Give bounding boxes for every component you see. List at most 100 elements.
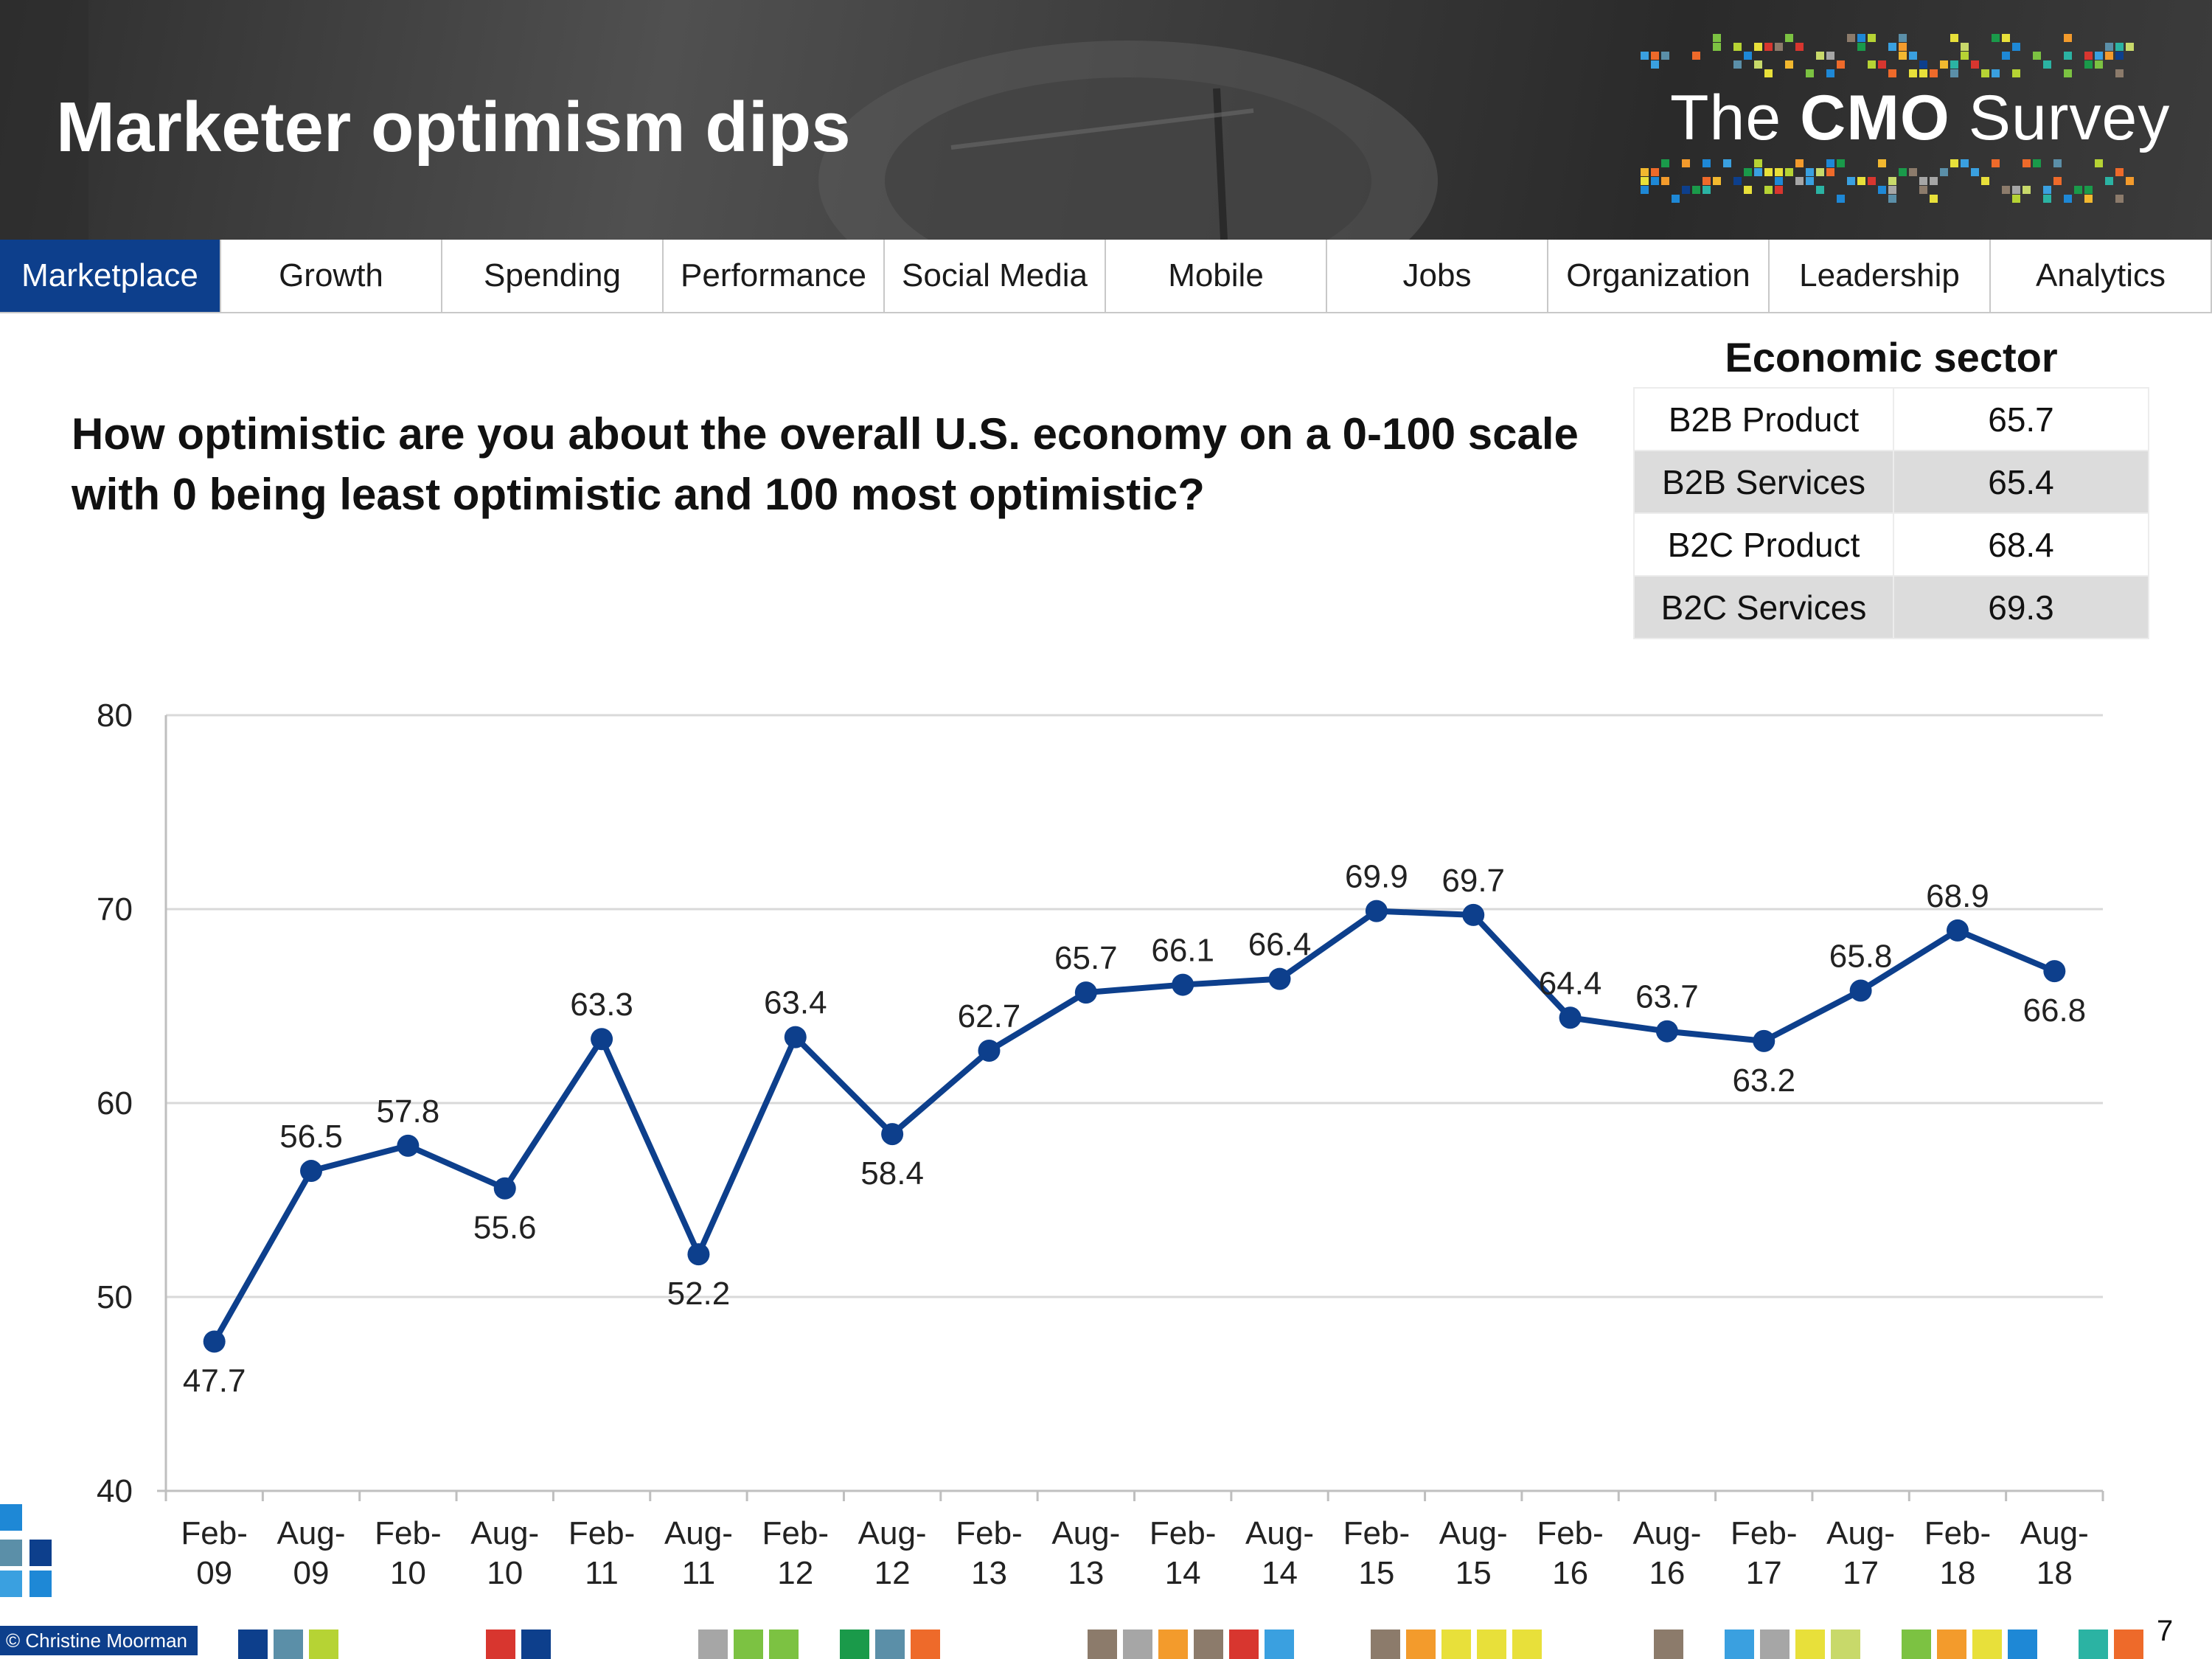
footer-pixel (1725, 1630, 1754, 1659)
logo-pixel (1888, 43, 1896, 51)
y-tick-label: 60 (97, 1085, 133, 1121)
logo-pixel (1733, 177, 1742, 185)
logo-pixel (1888, 177, 1896, 185)
logo-pixel (1733, 60, 1742, 69)
footer-pixel (1158, 1630, 1188, 1659)
data-point (203, 1330, 226, 1353)
logo-pixel (1837, 60, 1845, 69)
logo-pixel (1992, 34, 2000, 42)
logo-pixel (1754, 159, 1762, 167)
tab-social-media[interactable]: Social Media (885, 240, 1106, 312)
footer-pixel (1265, 1630, 1294, 1659)
logo-pixel (1909, 52, 1917, 60)
logo-pixel (2033, 159, 2041, 167)
x-tick-label: Aug-11 (664, 1515, 733, 1591)
sector-value: 68.4 (1893, 512, 2149, 577)
logo-pixel (1847, 34, 1855, 42)
sector-row: B2C Product 68.4 (1633, 512, 2149, 577)
logo-pixel (2095, 60, 2103, 69)
data-label: 63.4 (764, 985, 827, 1021)
logo-pixel (1971, 168, 1979, 176)
logo-pixel (2105, 43, 2113, 51)
logo-pixel (2115, 195, 2124, 203)
x-tick-label: Aug-10 (470, 1515, 539, 1591)
tab-growth[interactable]: Growth (221, 240, 442, 312)
economic-sector-table: B2B Product 65.7 B2B Services 65.4 B2C Produ… (1633, 387, 2149, 639)
data-point (2043, 960, 2066, 983)
logo-pixel (2043, 186, 2051, 194)
logo-pixel (1744, 168, 1752, 176)
tab-organization[interactable]: Organization (1548, 240, 1770, 312)
data-point (978, 1039, 1001, 1062)
tab-spending[interactable]: Spending (442, 240, 664, 312)
tab-marketplace[interactable]: Marketplace (0, 240, 221, 312)
logo-pixel (2064, 34, 2072, 42)
tab-leadership[interactable]: Leadership (1770, 240, 1991, 312)
data-label: 63.2 (1732, 1062, 1795, 1099)
footer-pixel (238, 1630, 268, 1659)
logo-pixel (2074, 186, 2082, 194)
logo-pixel (2064, 52, 2072, 60)
logo-pixel (1641, 52, 1649, 60)
page-title: Marketer optimism dips (56, 88, 851, 167)
footer-pixel (521, 1630, 551, 1659)
x-tick-label: Aug-18 (2020, 1515, 2089, 1591)
logo-pixel (1692, 52, 1700, 60)
logo-pixel-pattern (1641, 34, 2134, 203)
logo-text: The CMO Survey (1670, 81, 2170, 155)
data-point (1365, 900, 1388, 922)
tab-performance[interactable]: Performance (664, 240, 885, 312)
logo-pixel (1651, 60, 1659, 69)
x-tick-label: Aug-17 (1826, 1515, 1895, 1591)
tab-analytics[interactable]: Analytics (1991, 240, 2212, 312)
sector-row: B2B Services 65.4 (1633, 450, 2149, 514)
logo-pixel (1992, 69, 2000, 77)
tab-jobs[interactable]: Jobs (1327, 240, 1548, 312)
footer-pixel (0, 1540, 22, 1566)
section-tabs: Marketplace Growth Spending Performance Soci… (0, 240, 2212, 313)
logo-the: The (1670, 83, 1782, 153)
logo-pixel (1826, 159, 1834, 167)
logo-pixel (2095, 159, 2103, 167)
footer-pixel (309, 1630, 338, 1659)
data-label: 69.7 (1441, 863, 1505, 899)
logo-pixel (1826, 168, 1834, 176)
data-label: 58.4 (860, 1155, 924, 1192)
logo-pixel (2033, 52, 2041, 60)
logo-pixel (2126, 43, 2134, 51)
data-label: 66.1 (1151, 933, 1214, 969)
logo-pixel (1950, 60, 1958, 69)
data-label: 66.8 (2023, 992, 2087, 1029)
logo-pixel (2105, 52, 2113, 60)
logo-pixel (1930, 177, 1938, 185)
footer-pixel (0, 1504, 22, 1531)
logo-pixel (1764, 168, 1773, 176)
logo-pixel (1713, 177, 1721, 185)
logo-pixel (2012, 186, 2020, 194)
tab-mobile[interactable]: Mobile (1106, 240, 1327, 312)
logo-pixel (2126, 177, 2134, 185)
footer-pixel-pattern (0, 1504, 2143, 1659)
data-point (784, 1026, 807, 1048)
data-label: 66.4 (1248, 927, 1312, 963)
footer-pixel (698, 1630, 728, 1659)
data-point (1655, 1020, 1678, 1043)
logo-pixel (1733, 43, 1742, 51)
logo-pixel (2084, 52, 2093, 60)
logo-pixel (1651, 168, 1659, 176)
footer-pixel (2114, 1630, 2143, 1659)
sector-name: B2C Product (1633, 512, 1894, 577)
logo-pixel (1775, 43, 1783, 51)
logo-pixel (1930, 69, 1938, 77)
logo-pixel (1899, 43, 1907, 51)
cmo-survey-logo: The CMO Survey (1641, 11, 2169, 232)
x-tick-label: Feb-11 (568, 1515, 635, 1591)
data-label: 56.5 (279, 1119, 343, 1155)
logo-pixel (1806, 168, 1814, 176)
logo-pixel (1816, 168, 1824, 176)
x-tick-label: Feb-18 (1924, 1515, 1991, 1591)
logo-pixel (2023, 159, 2031, 167)
logo-pixel (1847, 177, 1855, 185)
y-tick-label: 80 (97, 698, 133, 734)
logo-pixel (1826, 52, 1834, 60)
